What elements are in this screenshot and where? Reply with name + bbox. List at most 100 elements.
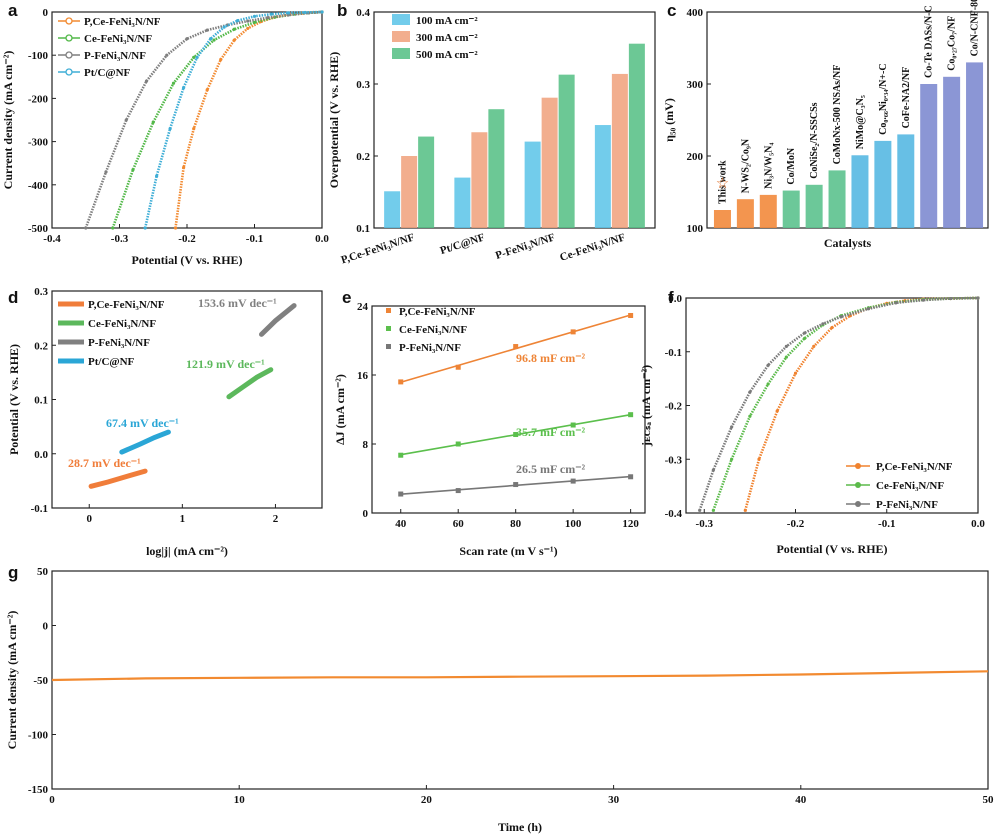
bar-p-feni-n-nf-300-ma-cm-2 <box>541 97 558 229</box>
bar-conise-n-sscss <box>805 184 823 228</box>
category-label: Co/MoN <box>786 147 797 184</box>
plot-frame <box>373 11 656 229</box>
bar-pt-c-nf-100-ma-cm-2 <box>454 177 471 228</box>
bar-co-mon <box>782 190 800 228</box>
bar-comonx-500-nsas-nf <box>828 170 846 228</box>
data-point <box>320 10 324 14</box>
data-point <box>252 14 257 18</box>
bar-cofe-na2-nf <box>897 134 915 228</box>
category-label: Co/N-CNF-800 <box>970 0 981 56</box>
data-point <box>144 79 149 83</box>
data-point <box>182 165 186 170</box>
category-label: N-WS₂/Co₉N <box>740 138 751 193</box>
data-point <box>513 344 519 350</box>
x-tick-label: 0.0 <box>315 233 329 245</box>
series-line-p-ce-feni3n-nf <box>174 10 323 229</box>
category-label: CoNiSe₂/N-SSCSs <box>809 102 820 178</box>
y-axis-label: ΔJ (mA cm⁻²) <box>333 374 347 445</box>
legend-entry: P-FeNi₃N/NF <box>84 50 146 62</box>
legend-marker <box>386 308 391 313</box>
data-point <box>232 38 236 42</box>
data-point <box>830 325 834 330</box>
data-point <box>286 11 290 15</box>
y-tick-label: -300 <box>28 137 49 149</box>
y-axis-label: Overpotential (V vs. RHE) <box>327 52 341 188</box>
y-axis-label: Potential (V vs. RHE) <box>7 344 21 455</box>
data-point <box>205 88 209 92</box>
data-point <box>252 20 257 24</box>
data-point <box>766 363 770 367</box>
y-tick-label: -0.1 <box>31 503 48 515</box>
legend-marker <box>65 68 73 76</box>
bar-p-ce-feni-n-nf-500-ma-cm-2 <box>418 136 435 228</box>
data-point <box>219 57 223 62</box>
legend-entry: 100 mA cm⁻² <box>416 15 478 27</box>
data-point <box>570 329 576 335</box>
data-point <box>711 468 715 472</box>
legend-entry: Ce-FeNi₃N/NF <box>84 33 152 45</box>
y-tick-label: 0.2 <box>34 340 48 352</box>
legend-marker <box>65 34 73 42</box>
y-tick-label: -400 <box>28 180 49 192</box>
data-point <box>222 25 226 29</box>
legend-marker <box>65 51 73 59</box>
data-point <box>209 37 213 41</box>
y-tick-label: 0.3 <box>356 79 370 91</box>
y-tick-label: 200 <box>687 151 704 163</box>
panel-label: c <box>667 1 676 20</box>
bar-ni-n-w-n <box>759 194 777 228</box>
x-tick-label: 80 <box>510 518 522 530</box>
legend-entry: Ce-FeNi₃N/NF <box>876 480 944 492</box>
y-tick-label: 0.4 <box>356 7 370 19</box>
data-point <box>803 336 807 340</box>
y-tick-label: 0.3 <box>34 286 48 298</box>
y-tick-label: -100 <box>28 50 49 62</box>
x-tick-label: 1 <box>180 513 186 525</box>
y-tick-label: 0 <box>43 7 49 19</box>
data-point <box>743 508 747 512</box>
y-tick-label: 50 <box>37 566 49 578</box>
data-point <box>821 322 825 326</box>
x-tick-label: 50 <box>983 794 995 806</box>
bar-p-ce-feni-n-nf-300-ma-cm-2 <box>401 156 418 228</box>
data-point <box>143 226 147 230</box>
bar-p-ce-feni-n-nf-100-ma-cm-2 <box>384 191 401 228</box>
data-point <box>84 226 88 230</box>
y-tick-label: -200 <box>28 93 49 105</box>
y-axis-label: Current density (mA cm⁻²) <box>5 611 19 750</box>
data-point <box>192 127 196 131</box>
x-axis-label: Catalysts <box>824 236 872 250</box>
y-tick-label: 0.2 <box>356 151 370 163</box>
y-tick-label: -0.1 <box>665 347 682 359</box>
data-point <box>192 55 196 59</box>
legend-entry: Pt/C@NF <box>88 356 135 368</box>
x-axis-label: Scan rate (m V s⁻¹) <box>459 544 557 558</box>
data-point <box>455 364 461 370</box>
x-tick-label: 100 <box>565 518 582 530</box>
data-point <box>513 432 519 438</box>
data-point <box>766 382 770 386</box>
legend-entry: 300 mA cm⁻² <box>416 32 478 44</box>
bar-ce-feni-n-nf-500-ma-cm-2 <box>628 43 645 229</box>
data-point <box>775 409 779 413</box>
data-point <box>212 38 216 42</box>
data-point <box>513 482 519 488</box>
data-point <box>894 301 898 305</box>
x-tick-label: -0.1 <box>878 518 895 530</box>
bar-p-feni-n-nf-500-ma-cm-2 <box>558 74 575 228</box>
x-tick-label: 30 <box>608 794 620 806</box>
legend-entry: P,Ce-FeNi₃N/NF <box>876 461 953 473</box>
legend-marker <box>386 326 391 331</box>
legend-entry: P,Ce-FeNi₃N/NF <box>399 306 476 318</box>
panel-label: d <box>8 288 18 307</box>
tafel-line-pt-c-nf <box>119 429 171 455</box>
x-tick-label: 0 <box>86 513 92 525</box>
data-point <box>793 371 798 375</box>
data-point <box>921 298 925 302</box>
x-tick-label: -0.4 <box>43 233 61 245</box>
y-tick-label: 400 <box>687 7 704 19</box>
stability-curve <box>51 670 989 682</box>
data-point <box>628 474 634 480</box>
category-label: This work <box>717 160 728 204</box>
